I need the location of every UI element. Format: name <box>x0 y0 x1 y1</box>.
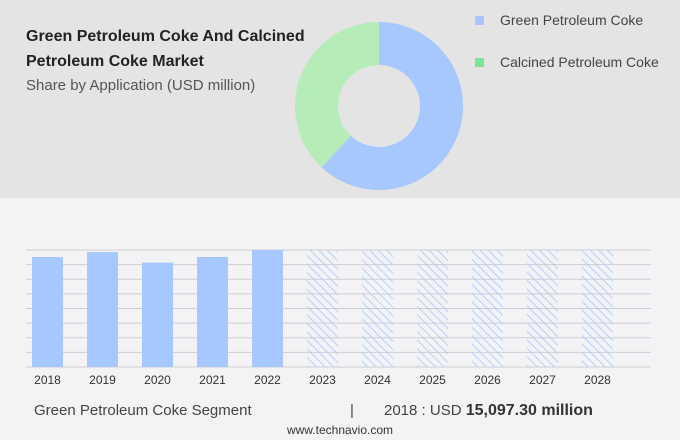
bar-2022 <box>252 250 283 367</box>
legend-swatch-calcined <box>475 58 484 67</box>
footer-segment: Green Petroleum Coke Segment <box>34 402 252 419</box>
chart-subtitle: Share by Application (USD million) <box>26 77 256 94</box>
x-tick-label: 2022 <box>254 373 281 387</box>
footer-separator: | <box>350 402 354 419</box>
x-tick-label: 2025 <box>419 373 446 387</box>
forecast-bar-2023 <box>307 250 338 367</box>
forecast-bar-2026 <box>472 250 503 367</box>
source-url: www.technavio.com <box>286 423 394 437</box>
chart-title: Green Petroleum Coke And Calcined Petrol… <box>26 28 305 70</box>
donut-slice-0 <box>321 22 463 191</box>
forecast-bar-2027 <box>527 250 558 367</box>
x-tick-label: 2019 <box>89 373 116 387</box>
x-tick-label: 2018 <box>34 373 61 387</box>
legend-calcined-petroleum-coke: Calcined Petroleum Coke <box>500 54 659 70</box>
legend-green-petroleum-coke: Green Petroleum Coke <box>500 12 644 28</box>
legend-swatch-green <box>475 16 484 25</box>
forecast-bar-2025 <box>417 250 448 367</box>
x-tick-label: 2020 <box>144 373 171 387</box>
x-tick-label: 2021 <box>199 373 226 387</box>
x-tick-label: 2028 <box>584 373 611 387</box>
bar-2018 <box>32 257 63 367</box>
x-tick-label: 2024 <box>364 373 391 387</box>
x-tick-label: 2026 <box>474 373 501 387</box>
donut-slice-1 <box>295 22 379 168</box>
footer-year: 2018 : USD <box>384 402 462 419</box>
bar-2020 <box>142 262 173 367</box>
x-tick-label: 2023 <box>309 373 336 387</box>
forecast-bar-2028 <box>582 250 613 367</box>
footer-value: 15,097.30 million <box>465 402 593 419</box>
forecast-bar-2024 <box>362 250 393 367</box>
bar-2019 <box>87 252 118 367</box>
x-tick-label: 2027 <box>529 373 556 387</box>
bar-2021 <box>197 257 228 367</box>
